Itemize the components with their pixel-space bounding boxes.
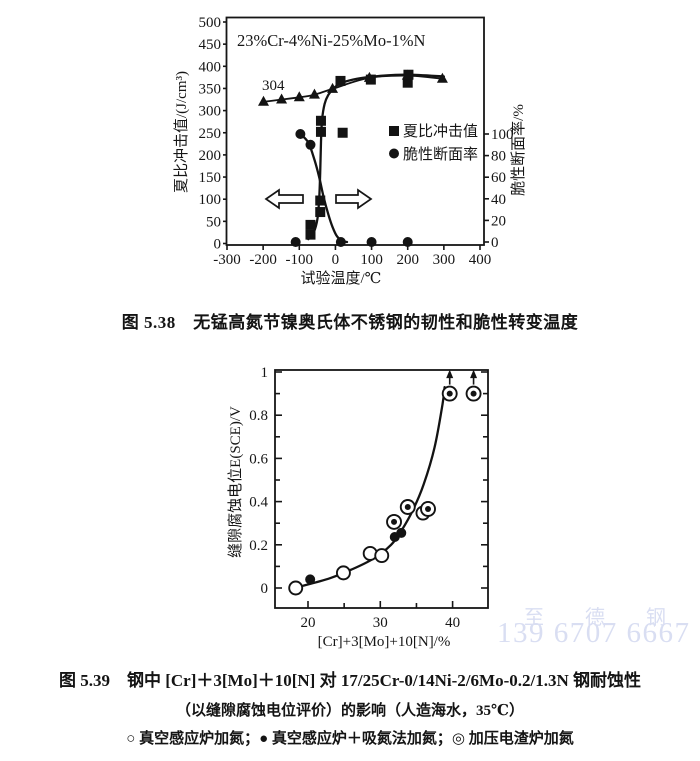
svg-text:0.4: 0.4 [249, 495, 268, 511]
svg-text:60: 60 [491, 170, 506, 186]
figure-5-38-caption: 图 5.38 无锰高氮节镍奥氏体不锈钢的韧性和脆性转变温度 [121, 313, 579, 332]
right-axis-arrow-icon [335, 188, 373, 210]
chart1-x-axis-label: 试验温度/℃ [301, 270, 382, 287]
figure-5-39-chart: 20 30 40 0 0.2 0.4 0.6 0.8 1 缝隙腐蚀电位E(SCE)/V [Cr]… [226, 365, 489, 650]
svg-text:20: 20 [491, 213, 506, 229]
svg-text:40: 40 [491, 192, 506, 208]
svg-text:0: 0 [491, 235, 499, 251]
svg-text:0.2: 0.2 [249, 538, 268, 554]
svg-text:0: 0 [332, 252, 340, 268]
svg-text:0.8: 0.8 [249, 408, 268, 424]
chart1-curve-label-304: 304 [262, 78, 285, 94]
svg-text:150: 150 [199, 170, 222, 186]
chart1-y-axis-label-left: 夏比冲击值/(J/cm³) [173, 71, 190, 193]
svg-text:80: 80 [491, 149, 506, 165]
svg-text:40: 40 [445, 615, 460, 631]
svg-text:100: 100 [360, 252, 383, 268]
chart2-plot-layer: 20 30 40 0 0.2 0.4 0.6 0.8 1 [249, 365, 488, 631]
svg-text:-200: -200 [249, 252, 277, 268]
svg-text:350: 350 [199, 81, 222, 97]
chart1-plot-layer: -300 -200 -100 0 100 200 300 400050100150200250… [199, 15, 514, 268]
left-axis-arrow-icon [264, 188, 304, 210]
svg-text:50: 50 [206, 214, 221, 230]
svg-text:250: 250 [199, 126, 222, 142]
svg-text:1: 1 [261, 365, 269, 381]
figure-5-39-series-legend: ○ 真空感应炉加氮；● 真空感应炉＋吸氮法加氮；◎ 加压电渣炉加氮 [126, 731, 574, 747]
svg-text:20: 20 [301, 615, 316, 631]
svg-text:100: 100 [491, 127, 514, 143]
watermark-company: 至 德 钢 业 [524, 607, 700, 629]
chart1-frame [225, 16, 485, 246]
svg-text:400: 400 [469, 252, 492, 268]
watermark-phone: 139 6707 6667 [497, 617, 691, 649]
legend-brittle-label: 脆性断面率 [403, 145, 478, 163]
figure-5-39-caption-line2: （以缝隙腐蚀电位评价）的影响（人造海水，35℃） [176, 703, 524, 719]
svg-text:200: 200 [396, 252, 419, 268]
svg-text:0: 0 [214, 237, 222, 253]
svg-text:30: 30 [373, 615, 388, 631]
legend-circle-marker-icon [389, 148, 399, 159]
chart1-y-axis-label-right: 脆性断面率/% [509, 104, 527, 196]
chart1-alloy-annotation: 23%Cr-4%Ni-25%Mo-1%N [237, 31, 426, 50]
chart1-legend: 夏比冲击值 脆性断面率 [389, 123, 478, 163]
svg-text:400: 400 [199, 59, 222, 75]
svg-text:0: 0 [261, 581, 269, 597]
figure-5-39-caption-line1: 图 5.39 钢中 [Cr]＋3[Mo]＋10[N] 对 17/25Cr-0/1… [58, 671, 641, 690]
legend-impact-label: 夏比冲击值 [403, 123, 478, 140]
svg-text:300: 300 [433, 252, 456, 268]
legend-square-marker-icon [389, 126, 399, 136]
chart2-y-axis-label: 缝隙腐蚀电位E(SCE)/V [226, 406, 244, 558]
svg-text:500: 500 [199, 15, 222, 31]
svg-text:-100: -100 [286, 252, 314, 268]
svg-text:-300: -300 [213, 252, 241, 268]
chart2-frame [274, 369, 489, 609]
svg-text:300: 300 [199, 104, 222, 120]
figure-5-38-chart: -300 -200 -100 0 100 200 300 400050100150200250… [173, 15, 527, 287]
svg-text:450: 450 [199, 37, 222, 53]
svg-text:100: 100 [199, 192, 222, 208]
chart2-x-axis-label: [Cr]+3[Mo]+10[N]/% [318, 634, 451, 650]
svg-text:0.6: 0.6 [249, 451, 268, 467]
svg-text:200: 200 [199, 148, 222, 164]
